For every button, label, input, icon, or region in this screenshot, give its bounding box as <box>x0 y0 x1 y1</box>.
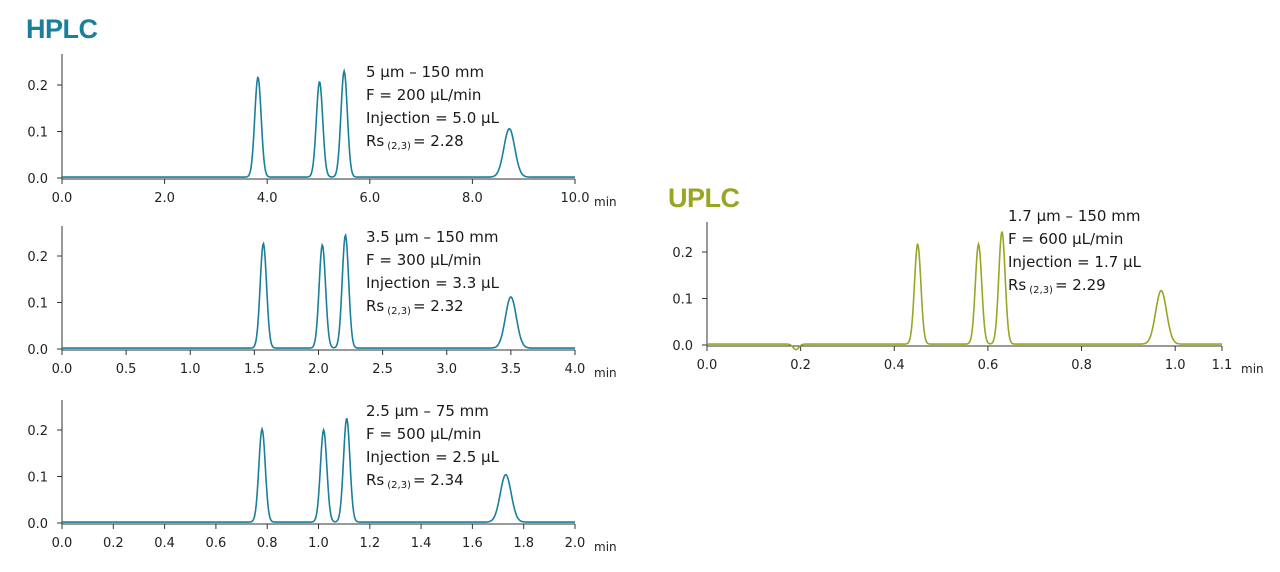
flow-label: F = 200 µL/min <box>366 86 482 104</box>
y-tick-label: 0.0 <box>672 339 693 354</box>
peak-2 <box>319 81 320 82</box>
flow-label: F = 300 µL/min <box>366 251 482 269</box>
peak-3 <box>346 418 347 419</box>
particle-label: 3.5 µm – 150 mm <box>366 228 499 246</box>
y-tick-label: 0.1 <box>27 297 48 312</box>
x-tick-label: 1.8 <box>513 536 534 551</box>
x-tick-label: 2.5 <box>372 362 393 377</box>
injection-label: Injection = 5.0 µL <box>366 109 499 127</box>
x-tick-label: 0.0 <box>52 536 73 551</box>
x-tick-label: 0.0 <box>52 362 73 377</box>
x-tick-label: 1.0 <box>180 362 201 377</box>
chromatogram-4: 0.0 0.2 0.4 0.6 0.8 1.0 1.1 min 0.0 0.1 0.2 <box>672 222 1264 376</box>
peak-2 <box>322 244 323 245</box>
peak-4 <box>509 128 510 129</box>
x-tick-label: 1.6 <box>462 536 483 551</box>
x-unit-label: min <box>594 366 617 380</box>
uplc-heading: UPLC <box>668 183 740 213</box>
x-tick-label: 1.1 <box>1212 358 1233 373</box>
resolution-label: Rs (2,3) = 2.32 <box>366 297 464 317</box>
peak-4 <box>510 296 511 297</box>
x-tick-label: 4.0 <box>257 191 278 206</box>
resolution-label: Rs (2,3) = 2.29 <box>1008 276 1106 296</box>
y-tick-label: 0.1 <box>27 471 48 486</box>
chromatogram-1: 0.0 2.0 4.0 6.0 8.0 10.0 min 0.0 0.1 0.2 <box>27 54 617 209</box>
particle-label: 1.7 µm – 150 mm <box>1008 207 1141 225</box>
x-tick-label: 0.0 <box>697 358 718 373</box>
peak-2 <box>978 244 979 245</box>
peak-3 <box>345 235 346 236</box>
x-tick-label: 10.0 <box>561 191 590 206</box>
y-tick-label: 0.2 <box>27 424 48 439</box>
y-tick-label: 0.0 <box>27 517 48 532</box>
x-tick-label: 1.0 <box>308 536 329 551</box>
x-tick-label: 0.2 <box>790 358 811 373</box>
injection-label: Injection = 2.5 µL <box>366 448 499 466</box>
y-tick-label: 0.1 <box>672 293 693 308</box>
peak-4 <box>1161 290 1162 291</box>
peak-1 <box>263 243 264 244</box>
x-tick-label: 0.5 <box>116 362 137 377</box>
x-tick-label: 2.0 <box>565 536 586 551</box>
chromatogram-2: 0.0 0.5 1.0 1.5 2.0 2.5 3.0 3.5 4.0 min 0.0 0.1 0.2 <box>27 226 617 380</box>
x-tick-label: 0.4 <box>154 536 175 551</box>
particle-label: 5 µm – 150 mm <box>366 63 485 81</box>
x-tick-label: 0.6 <box>206 536 227 551</box>
x-tick-label: 2.0 <box>154 191 175 206</box>
x-unit-label: min <box>594 195 617 209</box>
x-tick-label: 4.0 <box>565 362 586 377</box>
particle-label: 2.5 µm – 75 mm <box>366 402 489 420</box>
y-tick-label: 0.1 <box>27 126 48 141</box>
chromatogram-trace <box>707 231 1222 351</box>
x-unit-label: min <box>1241 362 1264 376</box>
hplc-chart-3-annotation: 2.5 µm – 75 mm F = 500 µL/min Injection … <box>366 400 499 497</box>
flow-label: F = 600 µL/min <box>1008 230 1124 248</box>
x-tick-label: 3.0 <box>436 362 457 377</box>
hplc-heading: HPLC <box>26 14 98 44</box>
x-unit-label: min <box>594 540 617 554</box>
x-tick-label: 1.2 <box>359 536 380 551</box>
x-tick-label: 2.0 <box>308 362 329 377</box>
x-tick-label: 6.0 <box>359 191 380 206</box>
y-tick-label: 0.0 <box>27 343 48 358</box>
peak-2 <box>323 430 324 431</box>
chromatogram-trace <box>62 67 575 178</box>
peak-1 <box>262 429 263 430</box>
injection-label: Injection = 1.7 µL <box>1008 253 1141 271</box>
x-tick-label: 0.6 <box>978 358 999 373</box>
flow-label: F = 500 µL/min <box>366 425 482 443</box>
x-tick-label: 1.4 <box>411 536 432 551</box>
chromatogram-trace <box>62 232 575 349</box>
peak-3 <box>344 71 345 72</box>
peak-1 <box>917 244 918 245</box>
x-tick-label: 1.5 <box>244 362 265 377</box>
resolution-label: Rs (2,3) = 2.28 <box>366 132 464 152</box>
chromatogram-trace <box>62 418 575 523</box>
x-tick-label: 1.0 <box>1165 358 1186 373</box>
injection-label: Injection = 3.3 µL <box>366 274 499 292</box>
x-tick-label: 0.2 <box>103 536 124 551</box>
y-tick-label: 0.2 <box>27 79 48 94</box>
chromatogram-3: 0.0 0.2 0.4 0.6 0.8 1.0 1.2 1.4 1.6 1.8 2.0 min 0.0 0… <box>27 400 617 554</box>
x-tick-label: 0.4 <box>884 358 905 373</box>
resolution-label: Rs (2,3) = 2.34 <box>366 471 464 491</box>
peak-3 <box>1001 231 1002 232</box>
x-tick-label: 0.8 <box>257 536 278 551</box>
x-tick-label: 3.5 <box>501 362 522 377</box>
y-tick-label: 0.2 <box>672 246 693 261</box>
x-tick-label: 0.0 <box>52 191 73 206</box>
uplc-chart-annotation: 1.7 µm – 150 mm F = 600 µL/min Injection… <box>1008 205 1141 302</box>
x-tick-label: 8.0 <box>462 191 483 206</box>
y-tick-label: 0.2 <box>27 250 48 265</box>
peak-4 <box>505 474 506 475</box>
x-tick-label: 0.8 <box>1071 358 1092 373</box>
y-tick-label: 0.0 <box>27 172 48 187</box>
hplc-chart-2-annotation: 3.5 µm – 150 mm F = 300 µL/min Injection… <box>366 226 499 323</box>
hplc-chart-1-annotation: 5 µm – 150 mm F = 200 µL/min Injection =… <box>366 61 499 158</box>
peak-1 <box>257 77 258 78</box>
